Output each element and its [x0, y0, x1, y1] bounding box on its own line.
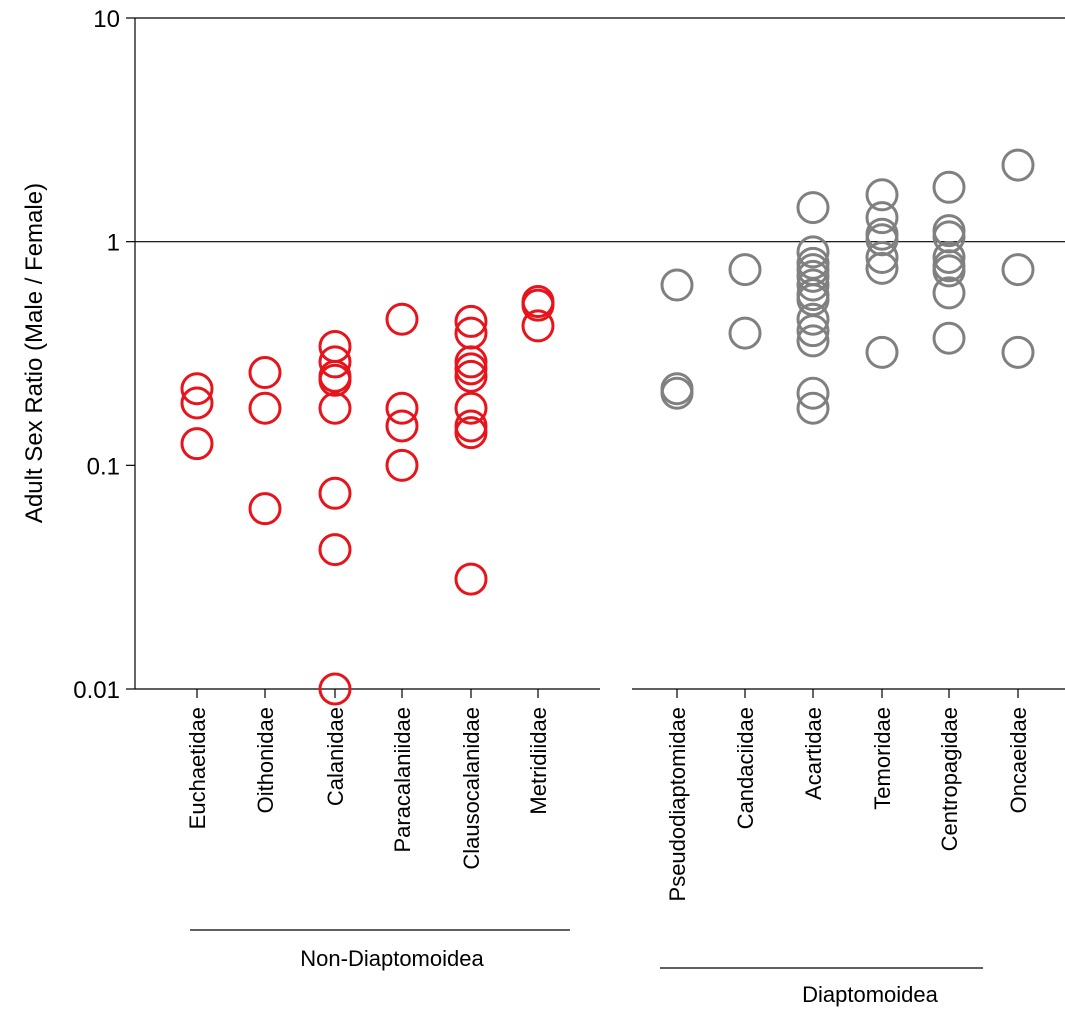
point-paracalaniidae [385, 302, 419, 336]
point-calanidae [318, 363, 352, 397]
point-temoridae [865, 178, 899, 212]
point-acartidae [796, 324, 830, 358]
category-label-clausocalanidae: Clausocalanidae [459, 707, 484, 870]
plot-frame [134, 17, 1065, 690]
point-oithonidae [248, 391, 282, 425]
group-label-non-diaptomoidea: Non-Diaptomoidea [300, 946, 484, 971]
point-clausocalanidae [454, 304, 488, 338]
point-clausocalanidae [454, 345, 488, 379]
category-label-oncaeidae: Oncaeidae [1006, 707, 1031, 813]
group-label-diaptomoidea: Diaptomoidea [802, 982, 939, 1007]
point-clausocalanidae [454, 359, 488, 393]
point-calanidae [318, 533, 352, 567]
point-temoridae [865, 251, 899, 285]
point-calanidae [318, 476, 352, 510]
category-label-calanidae: Calanidae [323, 707, 348, 806]
point-centropagidae [932, 170, 966, 204]
point-calanidae [318, 345, 352, 379]
data-points [180, 148, 1035, 706]
point-oncaeidae [1001, 335, 1035, 369]
group-labels: Non-Diaptomoidea Diaptomoidea [190, 929, 983, 1007]
point-clausocalanidae [454, 562, 488, 596]
point-clausocalanidae [454, 352, 488, 386]
category-label-euchaetidae: Euchaetidae [185, 707, 210, 829]
point-clausocalanidae [454, 416, 488, 450]
point-acartidae [796, 259, 830, 293]
point-centropagidae [932, 240, 966, 274]
y-tick-label: 0.1 [87, 453, 120, 480]
point-oithonidae [248, 492, 282, 526]
category-label-temoridae: Temoridae [870, 707, 895, 810]
point-centropagidae [932, 254, 966, 288]
point-temoridae [865, 201, 899, 235]
category-label-acartidae: Acartidae [801, 707, 826, 800]
point-acartidae [796, 376, 830, 410]
y-tick-label: 1 [107, 230, 120, 257]
point-temoridae [865, 335, 899, 369]
point-acartidae [796, 191, 830, 225]
point-candaciidae [728, 316, 762, 350]
point-euchaetidae [180, 427, 214, 461]
point-acartidae [796, 235, 830, 269]
point-candaciidae [728, 253, 762, 287]
point-acartidae [796, 391, 830, 425]
point-euchaetidae [180, 386, 214, 420]
point-centropagidae [932, 321, 966, 355]
point-oncaeidae [1001, 253, 1035, 287]
point-oncaeidae [1001, 148, 1035, 182]
point-metridiidae [521, 309, 555, 343]
category-label-centropagidae: Centropagidae [937, 707, 962, 851]
point-acartidae [796, 314, 830, 348]
point-metridiidae [521, 288, 555, 322]
point-centropagidae [932, 276, 966, 310]
point-pseudodiaptomidae [660, 376, 694, 410]
point-paracalaniidae [385, 409, 419, 443]
category-label-oithonidae: Oithonidae [253, 707, 278, 813]
point-oithonidae [248, 356, 282, 390]
category-label-paracalaniidae: Paracalaniidae [390, 707, 415, 853]
point-euchaetidae [180, 372, 214, 406]
point-acartidae [796, 302, 830, 336]
category-label-candaciidae: Candaciidae [733, 707, 758, 829]
point-paracalaniidae [385, 391, 419, 425]
category-label-metridiidae: Metridiidae [526, 707, 551, 815]
point-acartidae [796, 268, 830, 302]
point-calanidae [318, 672, 352, 706]
category-labels: Euchaetidae Oithonidae Calanidae Paracalani… [185, 689, 1031, 901]
point-pseudodiaptomidae [660, 268, 694, 302]
point-clausocalanidae [454, 391, 488, 425]
point-clausocalanidae [454, 409, 488, 443]
point-temoridae [865, 240, 899, 274]
y-tick-label: 10 [93, 6, 120, 33]
point-calanidae [318, 391, 352, 425]
category-label-pseudodiaptomidae: Pseudodiaptomidae [665, 707, 690, 901]
point-paracalaniidae [385, 448, 419, 482]
y-axis-title: Adult Sex Ratio (Male / Female) [21, 183, 48, 523]
y-tick-label: 0.01 [73, 677, 120, 704]
y-axis: 0.01 0.1 1 10 [73, 6, 135, 704]
